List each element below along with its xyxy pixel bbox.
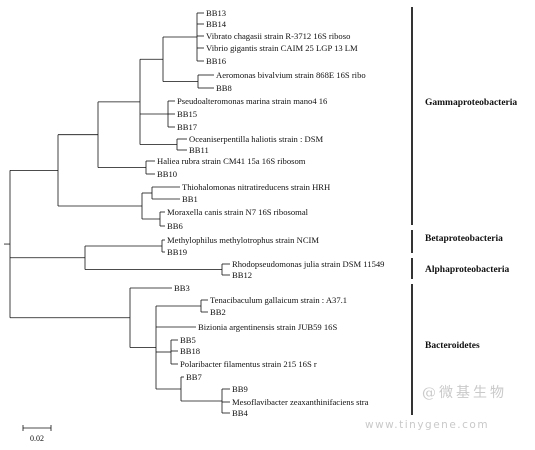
group-label-betaproteobacteria: Betaproteobacteria — [425, 234, 503, 244]
leaf-label: Moraxella canis strain N7 16S ribosomal — [167, 207, 309, 217]
leaf-label: BB10 — [157, 169, 177, 179]
leaf-label: Pseudoalteromonas marina strain mano4 16 — [177, 96, 328, 106]
group-label-gammaproteobacteria: Gammaproteobacteria — [425, 98, 517, 108]
group-labels: Gammaproteobacteria Betaproteobacteria A… — [425, 98, 517, 351]
watermark-logo: @微基生物 — [422, 384, 507, 401]
leaf-label: BB3 — [174, 283, 190, 293]
leaf-label: BB1 — [182, 194, 198, 204]
leaf-label: BB7 — [186, 372, 202, 382]
group-label-bacteroidetes: Bacteroidetes — [425, 341, 480, 351]
leaf-label: Methylophilus methylotrophus strain NCIM — [167, 235, 319, 245]
leaf-label: Oceaniserpentilla haliotis strain : DSM — [189, 134, 323, 144]
leaf-label: Rhodopseudomonas julia strain DSM 11549 — [232, 259, 384, 269]
leaf-label: BB14 — [206, 19, 227, 29]
leaf-label: BB18 — [180, 346, 200, 356]
leaf-label: Haliea rubra strain CM41 15a 16S ribosom — [157, 156, 306, 166]
leaf-label: BB9 — [232, 384, 248, 394]
leaf-label: Polaribacter filamentus strain 215 16S r — [180, 359, 317, 369]
leaf-label: BB4 — [232, 408, 248, 418]
leaf-label: BB8 — [216, 83, 232, 93]
watermark: @微基生物 www.tinygene.com — [365, 384, 507, 431]
leaf-label: BB2 — [210, 307, 226, 317]
group-label-alphaproteobacteria: Alphaproteobacteria — [425, 265, 510, 275]
scale-bar: 0.02 — [22, 425, 52, 443]
leaf-label: BB17 — [177, 122, 198, 132]
leaf-label: BB19 — [167, 247, 187, 257]
leaf-label: BB5 — [180, 335, 196, 345]
leaf-label: Thiohalomonas nitratireducens strain HRH — [182, 182, 330, 192]
leaf-label: Vibrio gigantis strain CAIM 25 LGP 13 LM — [206, 43, 358, 53]
leaf-label: Aeromonas bivalvium strain 868E 16S ribo — [216, 70, 366, 80]
leaf-label: BB6 — [167, 221, 183, 231]
leaf-label: Tenacibaculum gallaicum strain : A37.1 — [210, 295, 347, 305]
watermark-url: www.tinygene.com — [365, 419, 489, 431]
leaf-label: Mesoflavibacter zeaxanthinifaciens stra — [232, 397, 369, 407]
leaf-label: BB16 — [206, 56, 227, 66]
scale-bar-label: 0.02 — [30, 434, 44, 443]
leaf-label: Bizionia argentinensis strain JUB59 16S — [198, 322, 337, 332]
leaf-label: BB12 — [232, 270, 252, 280]
leaf-label: BB11 — [189, 145, 209, 155]
tree-branches — [4, 12, 230, 414]
leaf-label: BB13 — [206, 8, 226, 18]
leaf-label: Vibrato chagasii strain R-3712 16S ribos… — [206, 31, 350, 41]
leaf-label: BB15 — [177, 109, 197, 119]
